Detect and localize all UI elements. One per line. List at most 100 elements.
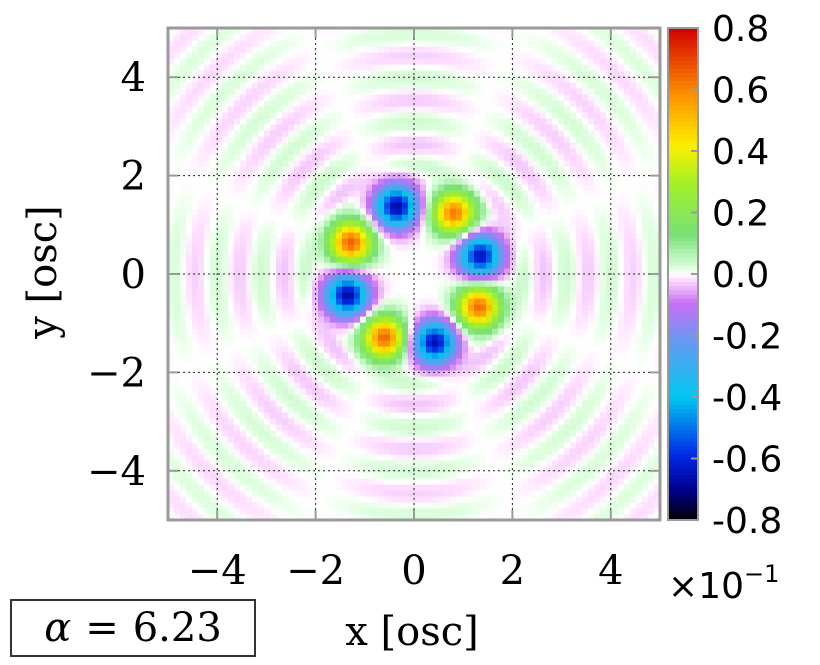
heatmap-cell [390, 142, 397, 149]
heatmap-cell [192, 118, 199, 125]
heatmap-cell [234, 412, 241, 419]
heatmap-cell [444, 406, 451, 413]
heatmap-cell [186, 238, 193, 245]
heatmap-cell [324, 364, 331, 371]
heatmap-cell [192, 370, 199, 377]
heatmap-cell [378, 136, 385, 143]
heatmap-cell [456, 184, 463, 191]
heatmap-cell [210, 106, 217, 113]
heatmap-cell [342, 76, 349, 83]
heatmap-cell [360, 220, 367, 227]
heatmap-cell [282, 106, 289, 113]
heatmap-cell [528, 514, 535, 521]
heatmap-cell [528, 340, 535, 347]
heatmap-cell [474, 28, 481, 35]
heatmap-cell [360, 190, 367, 197]
heatmap-cell [282, 46, 289, 53]
heatmap-cell [384, 286, 391, 293]
heatmap-cell [186, 496, 193, 503]
heatmap-cell [216, 226, 223, 233]
heatmap-cell [522, 88, 529, 95]
heatmap-cell [384, 496, 391, 503]
heatmap-cell [504, 160, 511, 167]
heatmap-cell [468, 490, 475, 497]
heatmap-cell [504, 334, 511, 341]
heatmap-cell [438, 370, 445, 377]
heatmap-cell [522, 370, 529, 377]
heatmap-cell [402, 346, 409, 353]
heatmap-cell [456, 130, 463, 137]
heatmap-cell [336, 448, 343, 455]
heatmap-cell [456, 322, 463, 329]
heatmap-cell [258, 466, 265, 473]
heatmap-cell [528, 208, 535, 215]
heatmap-cell [462, 40, 469, 47]
heatmap-cell [450, 334, 457, 341]
heatmap-cell [462, 424, 469, 431]
heatmap-cell [336, 58, 343, 65]
heatmap-cell [204, 160, 211, 167]
heatmap-cell [294, 100, 301, 107]
heatmap-cell [378, 466, 385, 473]
heatmap-cell [264, 364, 271, 371]
heatmap-cell [252, 238, 259, 245]
heatmap-cell [420, 418, 427, 425]
heatmap-cell [240, 280, 247, 287]
heatmap-cell [462, 250, 469, 257]
heatmap-cell [174, 196, 181, 203]
heatmap-cell [324, 118, 331, 125]
heatmap-cell [504, 136, 511, 143]
heatmap-cell [300, 328, 307, 335]
heatmap-cell [252, 358, 259, 365]
heatmap-cell [516, 400, 523, 407]
heatmap-cell [300, 454, 307, 461]
heatmap-cell [354, 346, 361, 353]
heatmap-cell [456, 424, 463, 431]
heatmap-cell [186, 106, 193, 113]
heatmap-cell [438, 142, 445, 149]
heatmap-cell [276, 382, 283, 389]
heatmap-cell [474, 172, 481, 179]
heatmap-cell [186, 52, 193, 59]
heatmap-cell [396, 256, 403, 263]
heatmap-cell [300, 214, 307, 221]
heatmap-cell [366, 436, 373, 443]
heatmap-cell [522, 178, 529, 185]
heatmap-cell [366, 160, 373, 167]
heatmap-cell [198, 454, 205, 461]
heatmap-cell [498, 490, 505, 497]
heatmap-cell [462, 346, 469, 353]
heatmap-cell [414, 238, 421, 245]
heatmap-cell [462, 304, 469, 311]
heatmap-cell [300, 490, 307, 497]
heatmap-cell [420, 130, 427, 137]
heatmap-cell [384, 154, 391, 161]
heatmap-cell [222, 76, 229, 83]
heatmap-cell [264, 172, 271, 179]
heatmap-cell [294, 172, 301, 179]
heatmap-cell [474, 400, 481, 407]
heatmap-cell [372, 238, 379, 245]
heatmap-cell [294, 154, 301, 161]
heatmap-cell [258, 130, 265, 137]
heatmap-cell [408, 286, 415, 293]
heatmap-cell [270, 358, 277, 365]
heatmap-cell [306, 424, 313, 431]
heatmap-cell [168, 436, 175, 443]
heatmap-cell [438, 160, 445, 167]
heatmap-cell [468, 76, 475, 83]
heatmap-cell [180, 304, 187, 311]
heatmap-cell [210, 328, 217, 335]
heatmap-cell [420, 124, 427, 131]
heatmap-cell [180, 382, 187, 389]
heatmap-cell [378, 454, 385, 461]
heatmap-cell [288, 388, 295, 395]
heatmap-cell [366, 310, 373, 317]
heatmap-cell [222, 304, 229, 311]
heatmap-cell [348, 28, 355, 35]
heatmap-cell [456, 286, 463, 293]
heatmap-cell [366, 250, 373, 257]
heatmap-cell [444, 178, 451, 185]
heatmap-cell [336, 160, 343, 167]
heatmap-cell [288, 508, 295, 515]
